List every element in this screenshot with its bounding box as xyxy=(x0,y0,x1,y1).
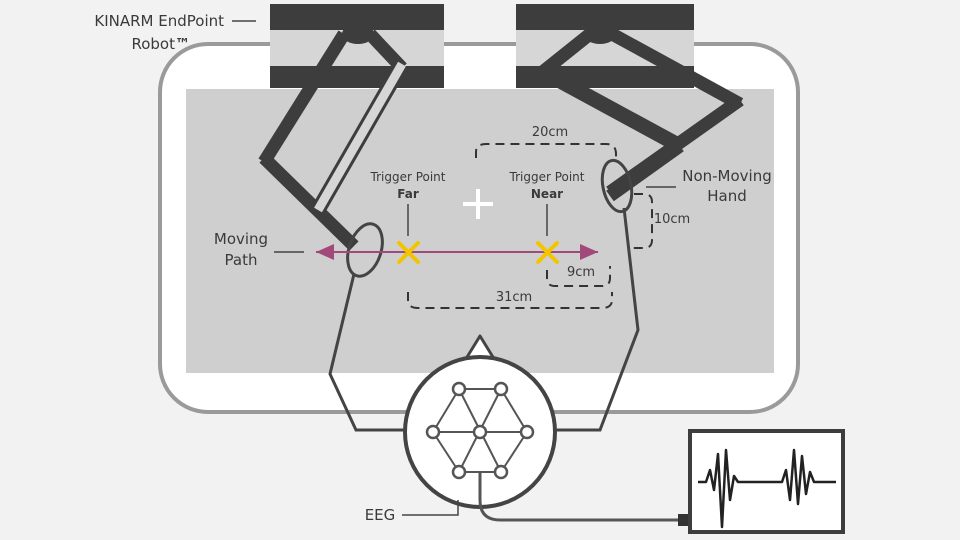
eeg-cable xyxy=(478,472,684,522)
eeg-electrode xyxy=(451,464,467,480)
distance-9cm-label: 9cm xyxy=(567,265,595,280)
trigger-far-name: Far xyxy=(397,187,419,201)
left-robot-base xyxy=(270,4,444,88)
non-moving-hand-label-line2: Hand xyxy=(707,187,747,205)
eeg-connector xyxy=(678,514,688,526)
distance-10cm-label: 10cm xyxy=(654,212,690,227)
eeg-electrode xyxy=(472,424,488,440)
non-moving-hand-cable xyxy=(550,207,640,432)
moving-path-label-line2: Path xyxy=(225,251,258,269)
trigger-far-title: Trigger Point xyxy=(370,170,446,184)
eeg-leader xyxy=(402,500,459,516)
eeg-electrode xyxy=(451,381,467,397)
distance-20cm-label: 20cm xyxy=(532,125,568,140)
eeg-head xyxy=(403,334,557,509)
eeg-monitor xyxy=(688,429,845,534)
eeg-label: EEG xyxy=(365,506,396,524)
distance-31cm-bracket xyxy=(407,292,613,309)
trigger-near-name: Near xyxy=(531,187,563,201)
distance-31cm-label: 31cm xyxy=(496,290,532,305)
eeg-electrode xyxy=(493,464,509,480)
moving-path-label-line1: Moving xyxy=(214,230,268,248)
left-robot-arm xyxy=(258,24,409,251)
eeg-electrode xyxy=(519,424,535,440)
robot-label-line2: Robot™ xyxy=(131,35,190,53)
moving-hand-cable xyxy=(328,273,410,432)
eeg-electrode xyxy=(493,381,509,397)
fixation-plus-icon xyxy=(463,189,493,219)
distance-9cm-bracket xyxy=(546,266,611,287)
eeg-electrode xyxy=(425,424,441,440)
trigger-near-title: Trigger Point xyxy=(509,170,585,184)
distance-20cm-bracket xyxy=(475,143,617,162)
robot-label-line1: KINARM EndPoint xyxy=(94,12,224,30)
non-moving-hand-label-line1: Non-Moving xyxy=(682,167,772,185)
eeg-waveform xyxy=(698,448,836,529)
trigger-near-x-mark-icon xyxy=(536,241,559,264)
non-moving-hand-handle xyxy=(600,158,634,214)
trigger-far-x-mark-icon xyxy=(397,241,420,264)
right-robot-arm xyxy=(535,24,744,202)
